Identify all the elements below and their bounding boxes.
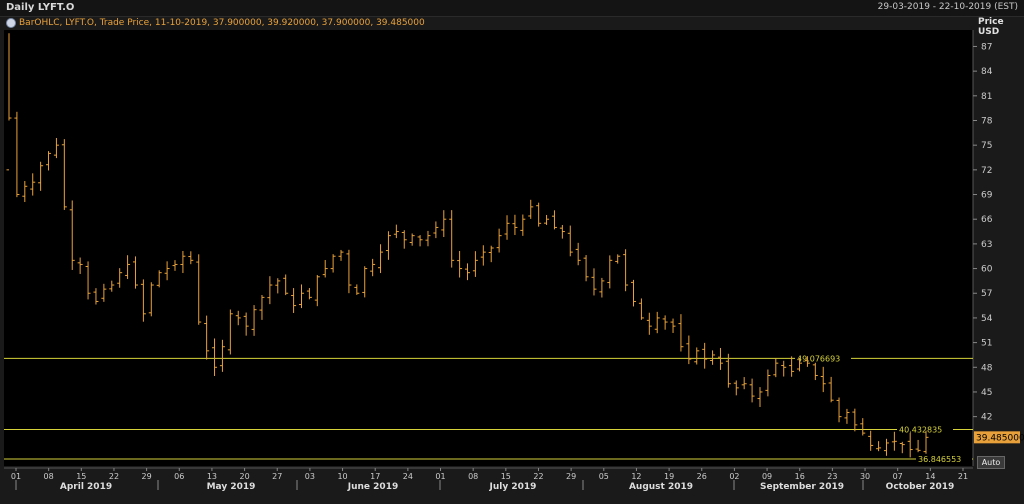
y-tick-label: 66 (981, 215, 993, 225)
date-range: 29-03-2019 - 22-10-2019 (EST) (877, 2, 1018, 12)
month-label: June 2019 (347, 482, 398, 492)
last-price-marker (974, 431, 1020, 444)
y-tick-label: 51 (981, 339, 992, 349)
x-tick-label: 07 (893, 472, 903, 481)
x-tick-label: 08 (44, 472, 54, 481)
x-tick-label: 21 (958, 472, 968, 481)
x-tick-label: 12 (631, 472, 641, 481)
x-tick-label: 29 (142, 472, 152, 481)
x-tick-label: 27 (272, 472, 282, 481)
hline-label: 40.432835 (899, 426, 942, 435)
month-label: July 2019 (489, 482, 537, 492)
x-tick-label: 02 (729, 472, 739, 481)
x-tick-label: 06 (174, 472, 184, 481)
x-tick-label: 13 (207, 472, 217, 481)
x-tick-label: 01 (435, 472, 445, 481)
currency-label: USD (978, 27, 1000, 37)
y-tick-label: 42 (981, 413, 992, 423)
x-tick-label: 01 (11, 472, 21, 481)
x-tick-label: 05 (599, 472, 609, 481)
series-settings-icon[interactable] (6, 18, 16, 28)
x-tick-label: 03 (305, 472, 315, 481)
x-tick-label: 19 (664, 472, 674, 481)
x-tick-label: 20 (239, 472, 249, 481)
price-axis-header: Price USD (978, 17, 1004, 37)
y-tick-label: 54 (981, 314, 993, 324)
hline-label-bg (795, 354, 851, 364)
month-label: August 2019 (629, 482, 693, 492)
month-label: September 2019 (760, 482, 844, 492)
plot-area (4, 30, 973, 466)
y-tick-label: 78 (981, 116, 993, 126)
x-tick-label: 08 (468, 472, 478, 481)
x-tick-label: 10 (337, 472, 347, 481)
hline-label-bg (897, 425, 953, 435)
y-tick-label: 87 (981, 42, 992, 52)
x-tick-label: 26 (697, 472, 707, 481)
month-label: October 2019 (886, 482, 955, 492)
y-tick-label: 72 (981, 166, 992, 176)
x-tick-label: 14 (925, 472, 935, 481)
hline-label: 49.076693 (797, 354, 840, 363)
hline-label-bg (916, 455, 972, 465)
month-label: April 2019 (60, 482, 112, 492)
x-tick-label: 22 (109, 472, 119, 481)
y-tick-label: 63 (981, 240, 992, 250)
month-label: May 2019 (207, 482, 256, 492)
x-tick-label: 15 (76, 472, 86, 481)
y-tick-label: 81 (981, 92, 992, 102)
legend[interactable]: BarOHLC, LYFT.O, Trade Price, 11-10-2019… (6, 18, 425, 28)
x-tick-label: 17 (370, 472, 380, 481)
hline-label: 36.846553 (918, 455, 961, 464)
x-tick-label: 23 (827, 472, 837, 481)
y-tick-label: 60 (981, 265, 993, 275)
x-tick-label: 30 (860, 472, 870, 481)
y-tick-label: 45 (981, 388, 992, 398)
x-tick-label: 24 (403, 472, 413, 481)
x-tick-label: 29 (566, 472, 576, 481)
title-bar: Daily LYFT.O 29-03-2019 - 22-10-2019 (ES… (0, 0, 1024, 17)
y-tick-label: 75 (981, 141, 992, 151)
legend-text: BarOHLC, LYFT.O, Trade Price, 11-10-2019… (19, 18, 425, 28)
x-tick-label: 09 (762, 472, 772, 481)
x-tick-label: 15 (501, 472, 511, 481)
y-tick-label: 57 (981, 289, 992, 299)
y-tick-label: 84 (981, 67, 993, 77)
last-price-label: 39.485000 (976, 433, 1024, 443)
y-tick-label: 48 (981, 363, 993, 373)
x-tick-label: 22 (533, 472, 543, 481)
price-label: Price (978, 17, 1004, 27)
y-tick-label: 69 (981, 191, 993, 201)
x-tick-label: 16 (795, 472, 805, 481)
auto-scale-button[interactable]: Auto (977, 456, 1005, 469)
chart-title: Daily LYFT.O (6, 2, 75, 13)
